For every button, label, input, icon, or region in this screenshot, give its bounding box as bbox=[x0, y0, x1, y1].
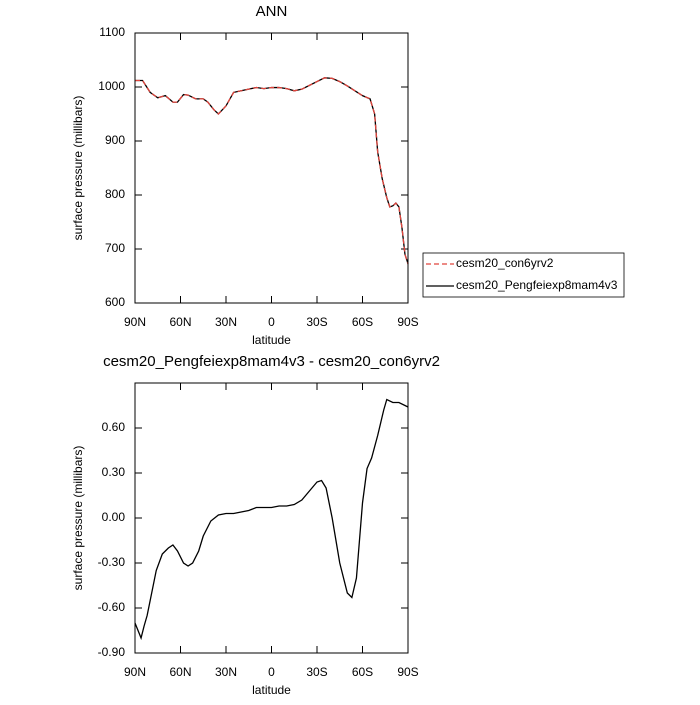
data-line bbox=[134, 398, 409, 641]
x-tick-label: 30S bbox=[306, 315, 327, 329]
y-tick-label: 900 bbox=[105, 133, 125, 147]
x-tick-label: 60N bbox=[169, 315, 191, 329]
x-tick-label: 90N bbox=[124, 665, 146, 679]
plot-frame bbox=[134, 32, 409, 304]
y-axis-label: surface pressure (millibars) bbox=[71, 446, 85, 591]
y-tick-label: 700 bbox=[105, 241, 125, 255]
y-tick-label: 0.30 bbox=[102, 465, 126, 479]
x-axis-label: latitude bbox=[252, 683, 291, 697]
x-tick-label: 0 bbox=[268, 315, 275, 329]
chart-title: cesm20_Pengfeiexp8mam4v3 - cesm20_con6yr… bbox=[103, 353, 440, 370]
y-axis-label: surface pressure (millibars) bbox=[71, 96, 85, 241]
legend-label: cesm20_Pengfeiexp8mam4v3 bbox=[456, 278, 618, 292]
x-tick-label: 30N bbox=[215, 665, 237, 679]
y-tick-label: 600 bbox=[105, 295, 125, 309]
y-tick-label: 0.00 bbox=[102, 510, 126, 524]
legend-label: cesm20_con6yrv2 bbox=[456, 256, 554, 270]
legend-box bbox=[422, 252, 625, 298]
x-tick-label: 90S bbox=[397, 665, 418, 679]
x-tick-label: 60N bbox=[169, 665, 191, 679]
y-tick-label: 1100 bbox=[99, 25, 125, 39]
x-tick-label: 30N bbox=[215, 315, 237, 329]
chart-title: ANN bbox=[256, 3, 288, 20]
x-tick-label: 0 bbox=[268, 665, 275, 679]
y-tick-label: -0.30 bbox=[98, 555, 126, 569]
y-tick-label: 0.60 bbox=[102, 420, 126, 434]
x-tick-label: 90N bbox=[124, 315, 146, 329]
data-line bbox=[135, 77, 409, 264]
x-tick-label: 90S bbox=[397, 315, 418, 329]
data-line bbox=[135, 77, 409, 265]
y-tick-label: -0.60 bbox=[98, 600, 126, 614]
x-axis-label: latitude bbox=[252, 333, 291, 347]
plot-frame bbox=[134, 382, 409, 654]
x-tick-label: 30S bbox=[306, 665, 327, 679]
x-tick-label: 60S bbox=[352, 665, 373, 679]
y-tick-label: 800 bbox=[105, 187, 125, 201]
y-tick-label: -0.90 bbox=[98, 645, 126, 659]
x-tick-label: 60S bbox=[352, 315, 373, 329]
y-tick-label: 1000 bbox=[98, 79, 125, 93]
